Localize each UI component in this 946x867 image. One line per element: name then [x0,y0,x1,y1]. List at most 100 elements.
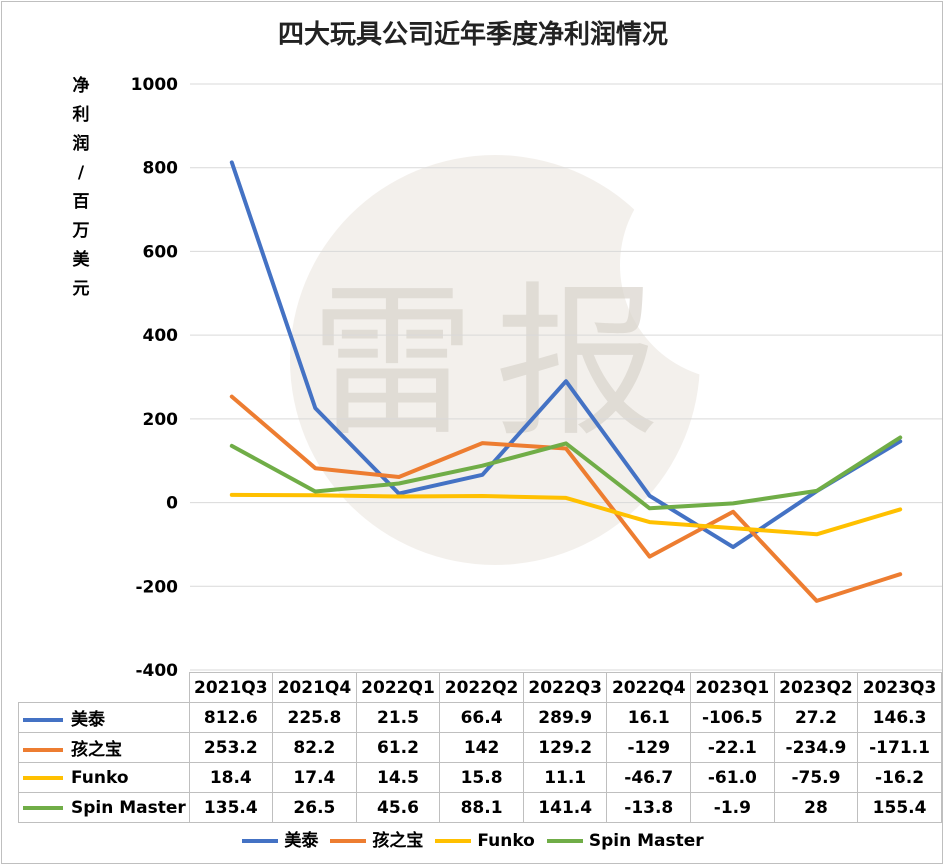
data-label: 82.2 [272,732,357,763]
series-lines [229,160,903,603]
data-label: 27.2 [773,702,859,733]
watermark-cutout [620,150,850,380]
series-line [229,160,903,550]
y-tick-label: -200 [135,577,178,597]
y-tick-label: 400 [143,326,179,346]
data-label: 142 [439,732,524,763]
y-axis-label-char: 元 [72,279,90,299]
data-label: 17.4 [272,762,357,793]
data-table-series-label: 孩之宝 [18,732,190,763]
legend-item: Spin Master [546,831,704,851]
y-tick-label: 600 [143,242,179,262]
series-swatch [23,805,63,810]
data-label: -22.1 [690,732,775,763]
y-axis-label-char: 利 [72,105,90,125]
data-label: 28 [773,792,859,823]
data-table-header-row: 2021Q3 2021Q4 2022Q1 2022Q2 2022Q3 2022Q4 2023… [18,672,942,703]
watermark: 雷报 [290,150,850,565]
data-label: 135.4 [188,792,274,823]
legend-label: 孩之宝 [372,831,424,851]
data-label: 45.6 [355,792,441,823]
legend-swatch [242,839,279,843]
legend-label: Funko [477,831,535,851]
series-swatch [23,775,63,780]
x-tick-label: 2023Q2 [773,672,859,703]
data-label: 61.2 [355,732,441,763]
data-label: 141.4 [522,792,608,823]
data-label: 812.6 [188,702,274,733]
legend-swatch [546,839,583,843]
data-table-row: Funko 18.4 17.4 14.5 15.8 11.1 -46.7 -61.0 -75.9… [18,762,942,793]
data-label: 11.1 [522,762,608,793]
legend-label: Spin Master [588,831,704,851]
legend-swatch [330,839,367,843]
data-label: 66.4 [439,702,524,733]
chart-title: 四大玩具公司近年季度净利润情况 [277,20,668,50]
data-label: 18.4 [188,762,274,793]
y-tick-label: 1000 [131,75,178,95]
series-swatch [23,748,63,752]
data-label: -16.2 [857,762,942,793]
legend: 美泰 孩之宝 Funko Spin Master [0,826,946,851]
y-axis-label-char: 百 [72,192,90,212]
x-tick-label: 2021Q4 [272,672,357,703]
data-label: -1.9 [690,792,775,823]
series-name: Spin Master [71,797,186,818]
data-label: -234.9 [773,732,859,763]
y-tick-label: 800 [143,159,179,179]
y-tick-label: 200 [143,410,179,430]
data-label: -106.5 [690,702,775,733]
series-name: Funko [71,767,129,788]
data-label: -46.7 [606,762,692,793]
x-tick-label: 2023Q3 [857,672,942,703]
series-name: 美泰 [71,710,105,730]
data-label: -13.8 [606,792,692,823]
series-line [229,492,903,537]
y-axis-label-char: 万 [72,221,90,241]
x-tick-label: 2021Q3 [188,672,274,703]
y-axis-label-char: 净 [72,76,90,96]
data-label: -129 [606,732,692,763]
data-table-row: 美泰 812.6 225.8 21.5 66.4 289.9 16.1 -106.5 27.2 1… [18,702,942,733]
series-line [229,435,903,511]
y-tick-label: 0 [166,494,178,514]
gridlines [190,83,942,671]
data-label: 289.9 [522,702,608,733]
y-axis-label-char: / [77,163,85,183]
data-label: 225.8 [272,702,357,733]
x-tick-label: 2023Q1 [690,672,775,703]
data-table-row: Spin Master 135.4 26.5 45.6 88.1 141.4 -13.8 -1… [18,792,942,823]
y-axis-label: 净利润 / 百万美元 [66,72,96,304]
data-table-series-label: Funko [18,762,190,793]
data-table-series-label: 美泰 [18,702,190,733]
data-label: 14.5 [355,762,441,793]
x-tick-label: 2022Q3 [522,672,608,703]
data-label: 88.1 [439,792,524,823]
data-table-series-label: Spin Master [18,792,190,823]
y-axis-label-char: 美 [72,250,90,270]
watermark-text: 雷报 [310,267,680,459]
data-table-corner [18,672,190,703]
legend-swatch [435,839,472,843]
data-label: 129.2 [522,732,608,763]
data-label: -75.9 [773,762,859,793]
x-tick-label: 2022Q2 [439,672,524,703]
data-label: -171.1 [857,732,942,763]
data-label: 146.3 [857,702,942,733]
x-tick-label: 2022Q4 [606,672,692,703]
legend-item: Funko [435,831,535,851]
data-table-row: 孩之宝 253.2 82.2 61.2 142 129.2 -129 -22.1 -234.9-… [18,732,942,763]
y-axis-label-char: 润 [72,134,90,154]
data-label: 155.4 [857,792,942,823]
data-label: 15.8 [439,762,524,793]
series-line [229,394,903,603]
watermark-circle [290,155,700,565]
data-label: 21.5 [355,702,441,733]
data-label: -61.0 [690,762,775,793]
data-label: 26.5 [272,792,357,823]
series-name: 孩之宝 [71,740,122,760]
series-swatch [23,718,63,722]
